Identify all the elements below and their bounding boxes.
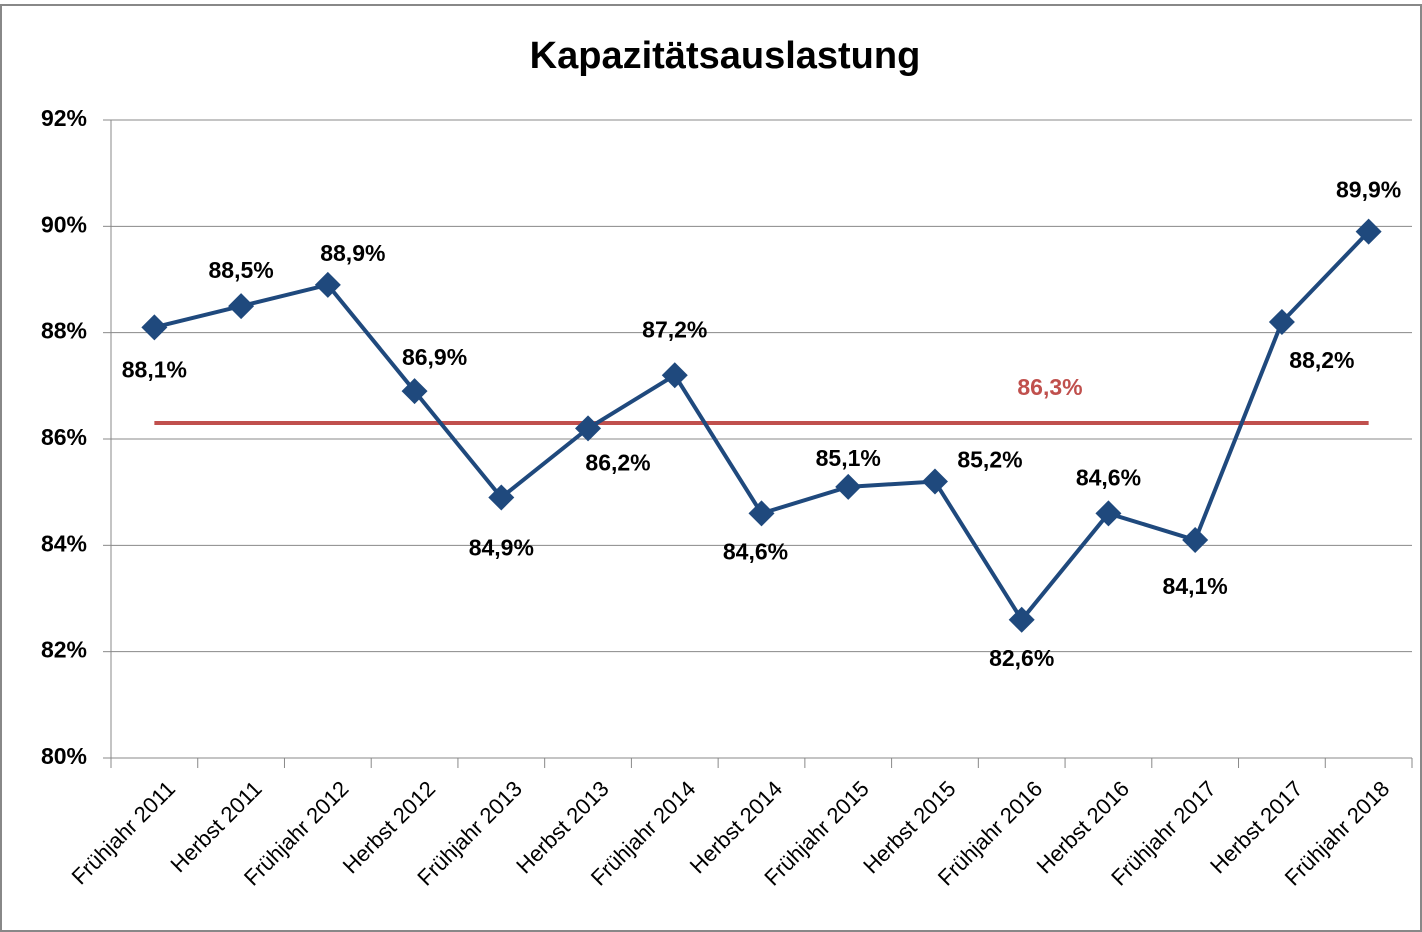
data-point — [488, 484, 515, 511]
chart-title: Kapazitätsauslastung — [530, 35, 921, 77]
data-point — [748, 500, 775, 527]
y-tick-label: 90% — [41, 211, 87, 237]
data-label: 89,9% — [1336, 177, 1401, 203]
data-label: 85,2% — [957, 447, 1022, 473]
y-tick-label: 86% — [41, 424, 87, 450]
y-tick-label: 88% — [41, 318, 87, 344]
data-point — [1095, 500, 1122, 527]
y-tick-label: 84% — [41, 530, 87, 556]
y-tick-label: 92% — [41, 105, 87, 131]
data-point — [921, 468, 948, 495]
data-point — [1268, 309, 1295, 336]
data-point — [575, 415, 602, 442]
data-label: 88,2% — [1289, 347, 1354, 373]
data-point — [1355, 218, 1382, 245]
data-label: 88,5% — [208, 257, 273, 283]
data-label: 86,9% — [402, 344, 467, 370]
data-label: 88,9% — [320, 240, 385, 266]
data-point — [1182, 527, 1209, 554]
data-label: 85,1% — [816, 445, 881, 471]
data-label: 84,1% — [1163, 573, 1228, 599]
data-point — [661, 362, 688, 389]
data-point — [228, 293, 255, 320]
y-tick-label: 82% — [41, 637, 87, 663]
data-point — [401, 378, 428, 405]
data-point — [1008, 606, 1035, 633]
data-label: 84,9% — [469, 535, 534, 561]
average-label: 86,3% — [1017, 374, 1082, 400]
data-label: 84,6% — [723, 539, 788, 565]
data-point — [835, 473, 862, 500]
data-label: 82,6% — [989, 645, 1054, 671]
data-point — [314, 271, 341, 298]
data-label: 84,6% — [1076, 465, 1141, 491]
chart-border — [0, 4, 1422, 932]
data-label: 87,2% — [642, 316, 707, 342]
data-label: 88,1% — [122, 356, 187, 382]
data-point — [141, 314, 168, 341]
data-label: 86,2% — [585, 449, 650, 475]
y-tick-label: 80% — [41, 743, 87, 769]
